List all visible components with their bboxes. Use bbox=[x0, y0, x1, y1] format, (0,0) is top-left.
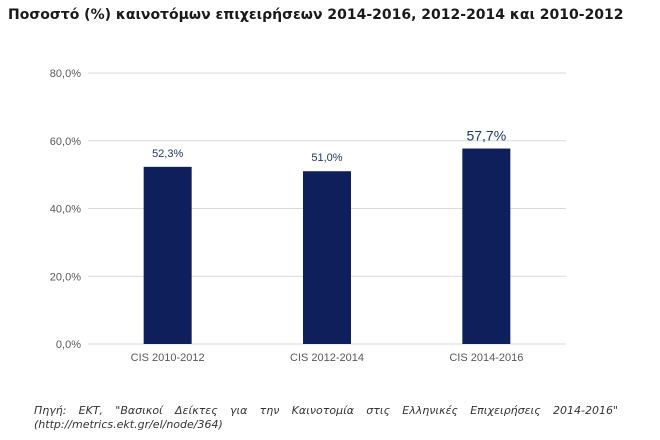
data-label: 51,0% bbox=[311, 152, 342, 164]
y-tick-label: 80,0% bbox=[50, 68, 81, 80]
data-label: 52,3% bbox=[152, 148, 183, 160]
bar bbox=[143, 166, 192, 344]
data-label: 57,7% bbox=[466, 128, 506, 144]
y-tick-label: 0,0% bbox=[56, 339, 81, 351]
data-labels: 52,3% 51,0% 57,7% bbox=[152, 128, 506, 165]
x-tick-label: CIS 2010-2012 bbox=[131, 352, 205, 364]
y-tick-label: 20,0% bbox=[50, 271, 81, 283]
bar bbox=[303, 171, 351, 344]
bar bbox=[462, 148, 511, 344]
bars bbox=[143, 148, 511, 344]
y-tick-label: 60,0% bbox=[50, 136, 81, 148]
y-tick-label: 40,0% bbox=[50, 204, 81, 216]
chart-title: Ποσοστό (%) καινοτόμων επιχειρήσεων 2014… bbox=[8, 7, 624, 23]
source-note: Πηγή: ΕΚΤ, "Βασικοί Δείκτες για την Καιν… bbox=[34, 404, 618, 431]
bar-chart: 0,0% 20,0% 40,0% 60,0% 80,0% 52,3% 51,0% 57,7%… bbox=[50, 68, 566, 364]
y-axis-ticks: 0,0% 20,0% 40,0% 60,0% 80,0% bbox=[50, 68, 81, 351]
x-tick-label: CIS 2012-2014 bbox=[290, 352, 364, 364]
x-tick-label: CIS 2014-2016 bbox=[449, 352, 523, 364]
x-axis-ticks: CIS 2010-2012 CIS 2012-2014 CIS 2014-2016 bbox=[131, 352, 524, 364]
